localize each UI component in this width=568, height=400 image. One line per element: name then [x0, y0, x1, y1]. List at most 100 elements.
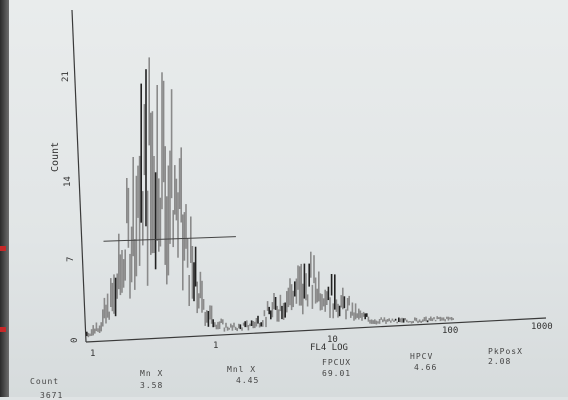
- y-axis-label: Count: [50, 142, 61, 172]
- histogram-bar: [386, 319, 389, 322]
- histogram-bar: [118, 233, 120, 290]
- histogram-bar: [236, 328, 238, 332]
- histogram-bar: [92, 325, 94, 336]
- histogram-bar: [286, 291, 288, 313]
- histogram-bar: [450, 317, 453, 321]
- histogram-bar: [258, 323, 261, 328]
- histogram-bar: [375, 320, 378, 325]
- histogram-bar: [207, 311, 210, 327]
- stats-value-pkposx: 2.08: [488, 357, 512, 366]
- histogram-bar: [337, 303, 339, 318]
- histogram-bar: [338, 305, 341, 317]
- histogram-bar: [158, 178, 160, 252]
- histogram-bar: [151, 111, 154, 254]
- histogram-bar: [234, 326, 237, 330]
- histogram-bar: [298, 266, 301, 306]
- histogram-bar: [407, 321, 410, 323]
- histogram-bar: [225, 322, 227, 328]
- histogram-bar: [378, 319, 381, 324]
- histogram-bar: [250, 320, 253, 326]
- histogram-bar: [218, 321, 221, 329]
- histogram-bar: [321, 294, 323, 310]
- stats-value-mnlx: 4.45: [236, 376, 260, 385]
- histogram-bar: [199, 271, 202, 299]
- histogram-bar: [124, 249, 126, 281]
- histogram-bar: [290, 284, 293, 311]
- histogram-bar: [409, 321, 411, 323]
- region-marker: [103, 236, 236, 242]
- histogram-bar: [262, 320, 264, 327]
- histogram-bar: [327, 286, 330, 301]
- histogram-bar: [449, 317, 451, 320]
- histogram-bar: [436, 316, 438, 320]
- histogram-bar: [226, 326, 229, 331]
- histogram-bar: [196, 281, 198, 314]
- histogram-bar: [273, 293, 275, 310]
- histogram-bar: [247, 325, 250, 331]
- histogram-bar: [342, 287, 344, 310]
- histogram-bar: [108, 311, 110, 320]
- histogram-bar: [446, 316, 448, 319]
- histogram-bar: [297, 265, 299, 290]
- histogram-bar: [135, 175, 138, 277]
- histogram-bar: [170, 89, 173, 199]
- stats-header-count: Count: [30, 377, 60, 386]
- x-tick-10: 10: [327, 335, 338, 345]
- histogram-bar: [265, 316, 267, 328]
- stats-value-fpcux: 69.01: [322, 369, 352, 378]
- histogram-bar: [276, 305, 278, 322]
- histogram-bar: [414, 317, 416, 321]
- histogram-bar: [319, 293, 322, 311]
- histogram-bar: [121, 250, 123, 293]
- histogram-bar: [266, 301, 269, 311]
- histogram-bar: [302, 283, 304, 315]
- histogram-bar: [138, 155, 141, 266]
- histogram-bar: [362, 311, 365, 317]
- histogram-bar: [166, 196, 168, 285]
- histogram-bar: [246, 320, 248, 328]
- histogram-bar: [244, 321, 246, 328]
- histogram-bar: [89, 333, 91, 337]
- histogram-bar: [260, 322, 262, 327]
- histogram-bar: [356, 313, 358, 318]
- histogram-bar: [239, 324, 242, 330]
- histogram-bar: [209, 305, 211, 320]
- histogram-bar: [103, 297, 106, 319]
- y-tick-14: 14: [63, 176, 73, 187]
- histogram-bar: [370, 319, 373, 324]
- histogram-bar: [193, 262, 195, 302]
- histogram-bar: [346, 298, 349, 311]
- monitor-bezel: [0, 0, 9, 397]
- histogram-bar: [169, 150, 171, 244]
- histogram-bar: [404, 318, 406, 321]
- x-tick-100: 100: [442, 326, 458, 336]
- histogram-bar: [422, 319, 424, 322]
- histogram-bar: [148, 57, 150, 146]
- stats-value-count: 3671: [40, 391, 64, 400]
- histogram-bar: [162, 80, 165, 183]
- histogram-bar: [433, 317, 435, 320]
- histogram-bar: [452, 318, 454, 320]
- stats-header-pkposx: PkPosX: [488, 347, 523, 356]
- histogram-bar: [217, 321, 219, 330]
- histogram-bar: [183, 212, 186, 261]
- histogram-bar: [102, 309, 104, 327]
- histogram-bar: [268, 306, 270, 315]
- histogram-bar: [311, 284, 314, 309]
- histogram-bar: [185, 204, 187, 249]
- histogram-bar: [305, 273, 307, 301]
- histogram-bar: [134, 239, 136, 290]
- histogram-bar: [172, 210, 174, 248]
- histogram-bar: [87, 332, 90, 338]
- histogram-bar: [214, 322, 216, 327]
- histogram-bar: [326, 291, 328, 305]
- histogram-bar: [294, 281, 296, 297]
- stats-value-mnx: 3.58: [140, 381, 164, 390]
- histogram-bar: [354, 303, 357, 320]
- histogram-bar: [180, 147, 182, 223]
- histogram-bar: [263, 310, 266, 317]
- histogram-bar: [142, 191, 144, 246]
- histogram-bar: [90, 329, 93, 336]
